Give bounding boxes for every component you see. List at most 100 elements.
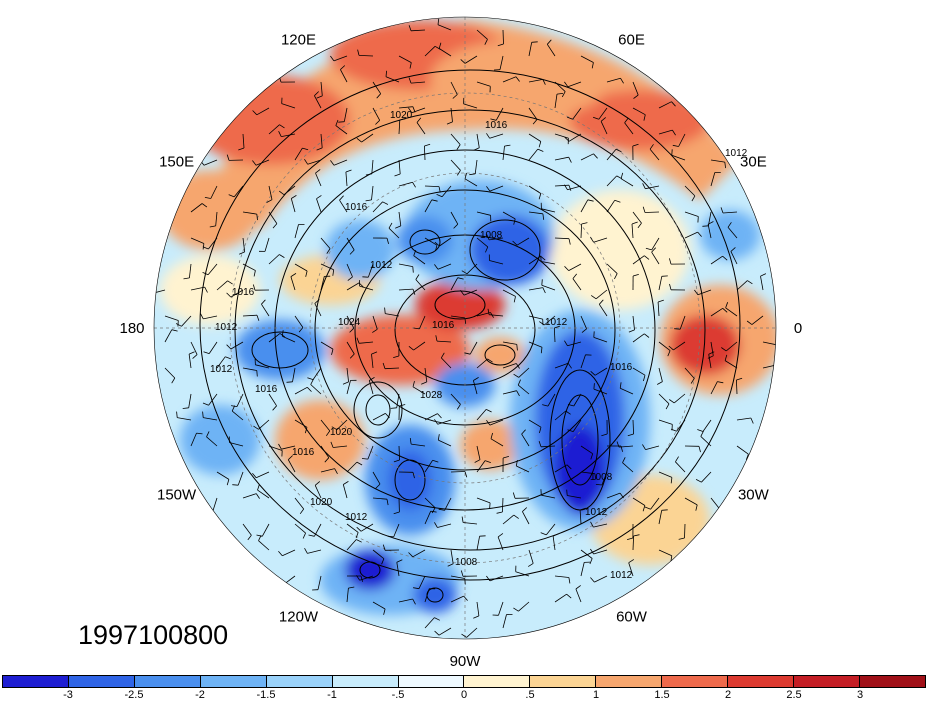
wind-barb [466,627,478,638]
wind-barb [580,55,594,63]
wind-barb-flag [385,413,390,419]
wind-barb-flag [590,371,596,376]
wind-barb [436,340,452,343]
wind-barb [371,185,374,200]
wind-barb [476,409,487,421]
wind-barb [343,107,348,122]
wind-barb [314,95,322,109]
wind-barb [618,445,634,448]
wind-barb [521,433,530,447]
wind-barb-flag [382,362,386,369]
wind-barb [598,304,608,317]
wind-barb [528,185,542,194]
wind-barb [473,380,478,395]
wind-barb [372,549,385,560]
wind-barb-flag [521,429,526,435]
longitude-label: 60W [616,608,648,625]
wind-barb [489,185,504,192]
wind-barb-flag [627,433,634,437]
wind-barb [476,445,481,460]
wind-barb-flag [256,534,263,537]
wind-barb [237,471,244,486]
wind-barb-flag [644,255,650,260]
wind-barb-flag [542,287,546,294]
wind-barb [190,341,198,355]
wind-barb-flag [540,347,543,354]
wind-barb-flag [667,350,671,357]
wind-barb [502,76,517,83]
wind-barb [358,55,374,57]
wind-barb-flag [369,377,375,381]
wind-barb-flag [456,144,461,150]
wind-barb [437,523,452,528]
wind-barb-flag [338,121,345,123]
wind-barb [190,237,205,244]
wind-barb [410,81,426,84]
wind-barb [320,276,325,291]
wind-barb-flag [590,577,595,583]
wind-barb-flag [651,247,656,253]
wind-barb [258,540,270,551]
contour-labels: 1020 1016 1016 1012 1016 1012 1012 1016 1020 1024… [210,110,748,581]
wind-barb-flag [624,117,629,124]
wind-barb [230,289,244,298]
wind-barb [424,617,435,629]
wind-barb [437,263,452,270]
wind-barb-flag [409,62,412,69]
wind-barb-flag [632,274,639,277]
wind-barb-flag [330,55,335,62]
colorbar-swatch [794,676,860,687]
wind-barb-flag [438,186,441,193]
colorbar-swatch [200,676,267,687]
wind-barb-flag [567,363,572,369]
wind-barb-flag [707,221,714,225]
wind-barb-flag [632,143,639,147]
wind-barb [632,211,642,224]
wind-barb-flag [316,95,323,99]
wind-barb [515,571,530,577]
wind-barb-flag [202,246,209,250]
wind-barb-flag [670,477,673,484]
wind-barb-flag [620,172,624,179]
wind-barb [679,315,686,330]
wind-barb [544,315,556,326]
contour-label: 1012 [370,260,393,271]
wind-barb [412,549,426,558]
wind-barb [242,367,257,371]
wind-barb [658,101,672,109]
wind-barb-flag [564,81,569,88]
wind-barb-flag [314,91,319,96]
wind-barb-flag [209,225,216,228]
wind-barb [287,459,296,473]
wind-barb-flag [340,65,346,70]
wind-barb [580,199,589,213]
wind-barb [424,367,428,382]
wind-barb [424,185,440,187]
wind-barb [268,445,283,451]
wind-barb-flag [566,116,573,120]
wind-barb [528,315,543,320]
wind-barb-flag [261,299,266,305]
wind-barb [359,285,374,291]
wind-barb-flag [171,377,176,384]
wind-barb [476,536,480,551]
wind-barb [528,133,542,142]
wind-barb-flag [238,147,245,151]
wind-barb [367,263,374,278]
wind-barb [469,341,478,355]
wind-barb-flag [257,484,260,491]
wind-barb-flag [314,481,321,486]
wind-barb-flag [513,373,519,378]
wind-barb-flag [593,383,595,390]
wind-barb [314,523,322,537]
wind-barb [255,159,270,166]
wind-barb [412,386,426,395]
wind-barb [518,367,530,378]
wind-barb [502,390,517,395]
wind-barb-flag [517,379,521,386]
wind-barb [502,29,504,45]
wind-barb-flag [356,137,362,143]
wind-barb-flag [388,222,393,229]
wind-barb-flag [331,348,334,356]
contour-label: 1012 [210,364,233,375]
